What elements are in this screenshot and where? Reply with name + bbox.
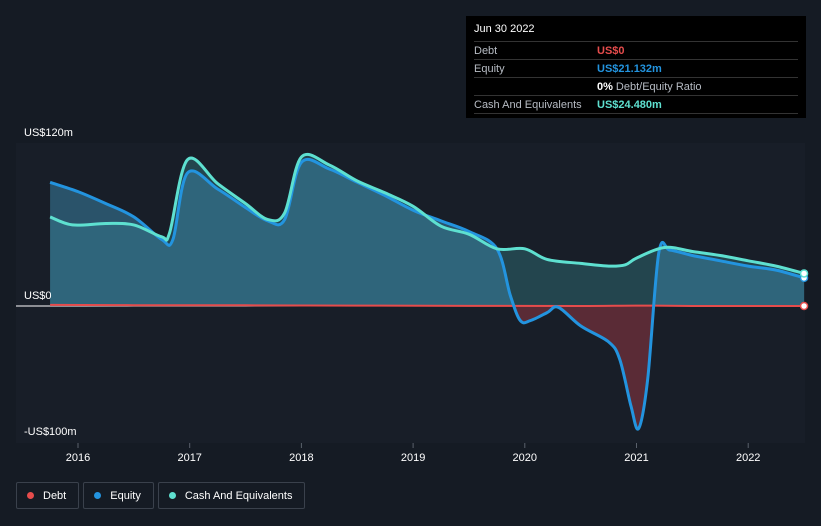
y-label-zero: US$0 bbox=[24, 290, 52, 302]
legend-label: Cash And Equivalents bbox=[184, 489, 293, 502]
tooltip-equity-row: Equity US$21.132m bbox=[474, 60, 798, 78]
x-tick-label: 2021 bbox=[624, 452, 648, 464]
legend-dot-icon bbox=[168, 492, 176, 499]
tooltip-ratio-pct: 0% bbox=[597, 80, 613, 93]
legend-dot-icon bbox=[94, 492, 102, 499]
line-equity bbox=[49, 157, 805, 431]
legend: Debt Equity Cash And Equivalents bbox=[16, 482, 309, 509]
series-lines bbox=[49, 152, 809, 431]
legend-label: Equity bbox=[110, 489, 141, 502]
line-cash-and-equivalents bbox=[49, 152, 805, 275]
area-negative-equity bbox=[50, 306, 805, 430]
y-label-top: US$120m bbox=[24, 127, 73, 139]
x-tick-label: 2022 bbox=[736, 452, 760, 464]
tooltip-date: Jun 30 2022 bbox=[474, 23, 798, 42]
legend-dot-icon bbox=[27, 492, 34, 499]
legend-item-debt[interactable]: Debt bbox=[16, 482, 80, 509]
tooltip-cash-value: US$24.480m bbox=[597, 98, 662, 111]
tooltip-cash-label: Cash And Equivalents bbox=[474, 98, 582, 111]
tooltip-cash-row: Cash And Equivalents US$24.480m bbox=[474, 96, 798, 114]
x-tick-label: 2016 bbox=[66, 452, 90, 464]
x-axis-ticks: 2016 2017 2018 2019 2020 2021 2022 bbox=[66, 443, 760, 464]
tooltip-equity-label: Equity bbox=[474, 62, 505, 75]
x-tick-label: 2018 bbox=[289, 452, 313, 464]
endpoint-debt bbox=[799, 301, 809, 311]
tooltip-debt-value: US$0 bbox=[597, 44, 625, 57]
endpoint-cash-and-equivalents bbox=[799, 269, 809, 278]
tooltip-ratio-row: 0% Debt/Equity Ratio bbox=[474, 78, 798, 96]
tooltip-ratio-label: Debt/Equity Ratio bbox=[615, 80, 702, 93]
series-areas bbox=[50, 154, 805, 430]
tooltip-debt-row: Debt US$0 bbox=[474, 42, 798, 60]
line-debt bbox=[50, 303, 805, 308]
y-label-bottom: -US$100m bbox=[24, 426, 77, 438]
legend-label: Debt bbox=[43, 489, 67, 502]
x-tick-label: 2019 bbox=[401, 452, 425, 464]
legend-item-cash[interactable]: Cash And Equivalents bbox=[157, 482, 306, 509]
x-tick-label: 2017 bbox=[177, 452, 201, 464]
legend-item-equity[interactable]: Equity bbox=[83, 482, 154, 509]
tooltip-debt-label: Debt bbox=[474, 44, 498, 57]
area-equity bbox=[50, 159, 805, 430]
tooltip-panel: Jun 30 2022 Debt US$0 Equity US$21.132m … bbox=[466, 16, 806, 118]
x-tick-label: 2020 bbox=[513, 452, 537, 464]
tooltip-equity-value: US$21.132m bbox=[597, 62, 662, 75]
